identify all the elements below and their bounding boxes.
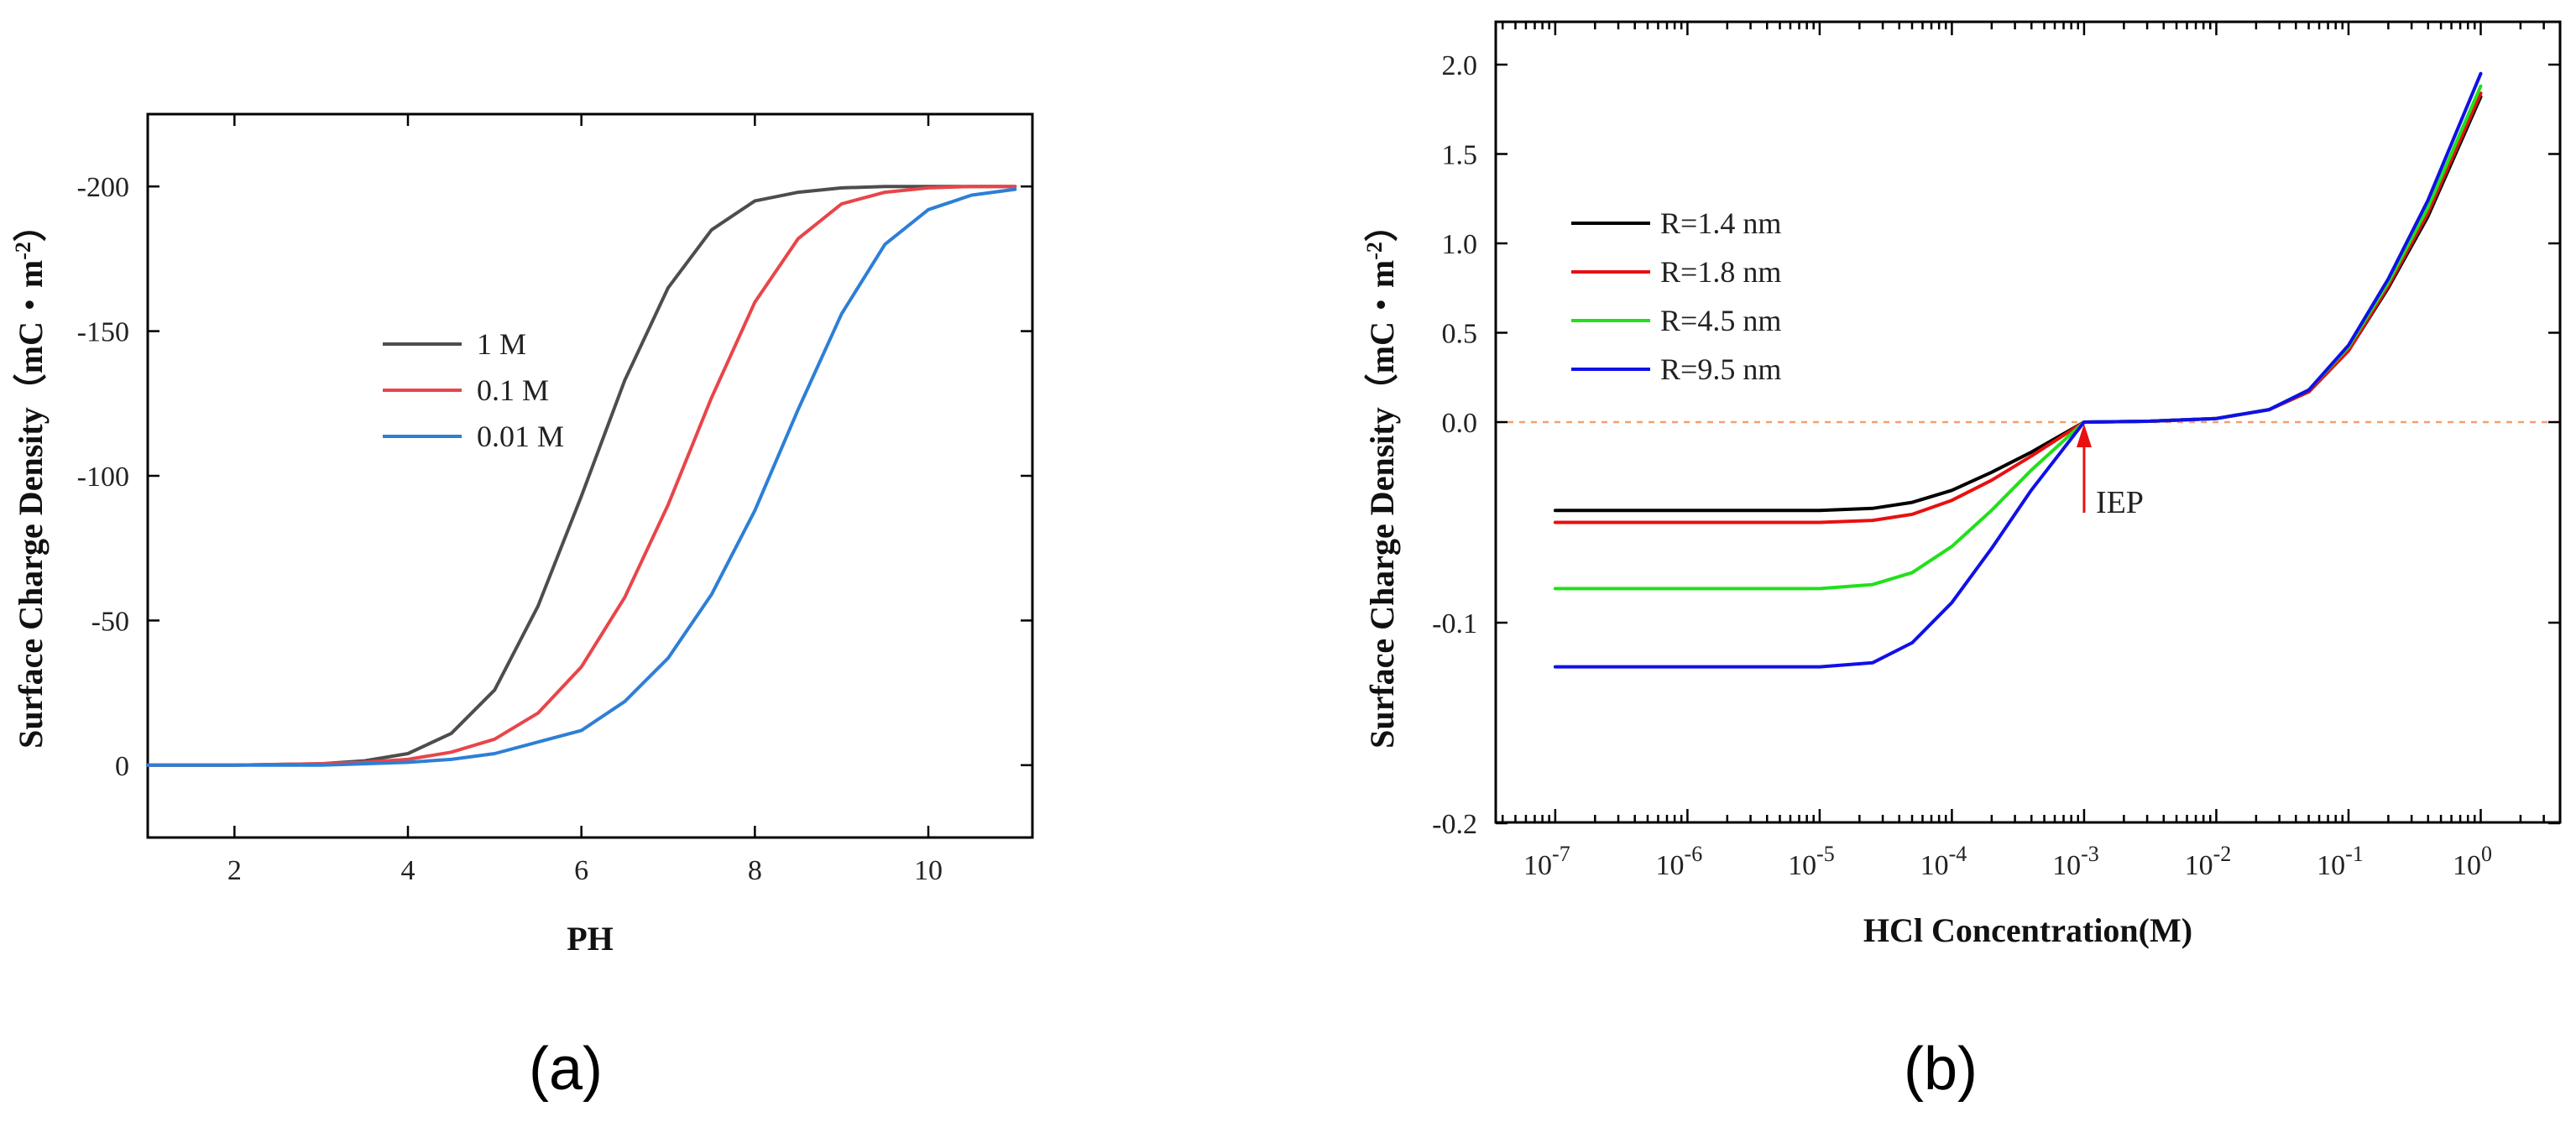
- y-tick-label: -0.2: [1432, 809, 1477, 840]
- panel-a-y-axis-title-end: ）: [12, 208, 50, 242]
- legend-label: 0.01 M: [477, 420, 564, 453]
- y-tick-label: -200: [77, 172, 129, 203]
- y-tick-label: 0.0: [1442, 408, 1478, 439]
- legend-label: R=9.5 nm: [1660, 352, 1781, 386]
- x-tick-label: 10-3: [2052, 842, 2099, 881]
- x-tick-label: 10: [914, 855, 943, 886]
- panel-a-y-axis-title-sup: -2: [11, 242, 35, 260]
- panel-a-ticks: 2 4 6 8 10 0 -50 -100 -150 -200: [77, 114, 1032, 886]
- legend-label: R=4.5 nm: [1660, 304, 1781, 337]
- x-tick-label: 8: [748, 855, 762, 886]
- panel-b-y-axis-title-sup: -2: [1362, 242, 1387, 260]
- panel-b-series: [1553, 71, 2483, 669]
- panel-b-y-axis-title: Surface Charge Density（mC・m-2）: [1362, 208, 1401, 749]
- panel-b-label: (b): [1904, 1036, 1978, 1103]
- series-line-R-9-5-nm: [1553, 71, 2483, 669]
- y-tick-label: 2.0: [1442, 50, 1478, 81]
- y-tick-label: -50: [91, 606, 129, 637]
- panel-a-chart: 2 4 6 8 10 0 -50 -100 -150 -200 1 M 0.1 M 0.01 M PH…: [11, 112, 1034, 1103]
- panel-b-x-axis-title: HCl Concentration(M): [1863, 911, 2192, 949]
- iep-arrow-head: [2076, 424, 2092, 447]
- series-line-0.01-M: [146, 187, 1017, 767]
- panel-b-iep-annotation: IEP: [2076, 424, 2144, 520]
- x-tick-label: 10-7: [1523, 842, 1570, 881]
- legend-label: R=1.4 nm: [1660, 206, 1781, 240]
- x-tick-label: 2: [227, 855, 242, 886]
- legend-label: 1 M: [477, 327, 526, 361]
- series-line-R-4-5-nm: [1553, 84, 2483, 591]
- y-tick-label: 1.0: [1442, 229, 1478, 260]
- series-line-0.1-M: [146, 185, 1017, 767]
- y-tick-label: 0.5: [1442, 319, 1478, 350]
- x-tick-label: 10-4: [1920, 842, 1967, 881]
- y-tick-label: 0: [115, 751, 129, 782]
- panel-b-chart: 10-7 10-6 10-5 10-4 10-3 10-2 10-1 100 2.0 1.5 1.0…: [1362, 20, 2562, 1103]
- panel-a-y-axis-title: Surface Charge Density（mC・m-2）: [11, 208, 50, 749]
- x-tick-label: 6: [574, 855, 588, 886]
- x-tick-label: 10-1: [2317, 842, 2364, 881]
- x-tick-label: 100: [2453, 842, 2492, 881]
- panel-a-label: (a): [529, 1036, 603, 1103]
- panel-b-y-axis-title-main: Surface Charge Density（mC・m: [1363, 260, 1401, 749]
- y-tick-label: -0.1: [1432, 608, 1477, 639]
- legend-label: 0.1 M: [477, 373, 549, 407]
- panel-a-x-axis-title: PH: [567, 920, 614, 958]
- y-tick-label: -150: [77, 317, 129, 348]
- x-tick-label: 10-5: [1788, 842, 1835, 881]
- x-tick-label: 10-2: [2185, 842, 2232, 881]
- panel-b-legend: R=1.4 nm R=1.8 nm R=4.5 nm R=9.5 nm: [1571, 206, 1781, 386]
- y-tick-label: 1.5: [1442, 140, 1478, 171]
- iep-label: IEP: [2096, 485, 2144, 520]
- x-tick-label: 4: [401, 855, 415, 886]
- panel-b-ticks: 10-7 10-6 10-5 10-4 10-3 10-2 10-1 100 2.0 1.5 1.0…: [1432, 22, 2560, 881]
- panel-a-legend: 1 M 0.1 M 0.01 M: [383, 327, 564, 453]
- x-tick-label: 10-6: [1656, 842, 1703, 881]
- legend-label: R=1.8 nm: [1660, 255, 1781, 289]
- panel-b-y-axis-title-end: ）: [1363, 208, 1401, 242]
- panel-a-y-axis-title-main: Surface Charge Density（mC・m: [12, 260, 50, 749]
- series-line-1-M: [146, 185, 1017, 767]
- y-tick-label: -100: [77, 462, 129, 493]
- panel-a-series: [146, 185, 1017, 767]
